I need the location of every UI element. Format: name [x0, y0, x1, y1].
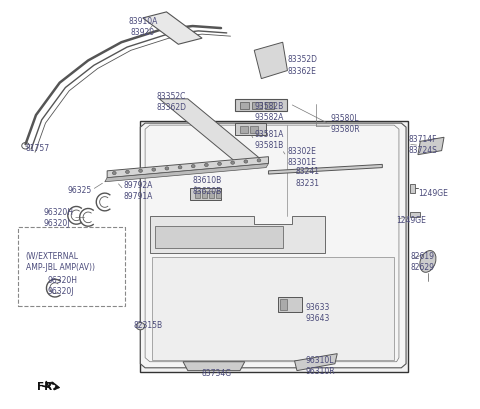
Text: (W/EXTERNAL
AMP-JBL AMP(AV)): (W/EXTERNAL AMP-JBL AMP(AV)) — [25, 252, 95, 272]
Text: 89792A
89791A: 89792A 89791A — [124, 180, 153, 200]
Bar — [152, 257, 394, 360]
Text: 93582B
93582A: 93582B 93582A — [254, 102, 284, 122]
Bar — [195, 191, 200, 198]
Polygon shape — [150, 217, 325, 253]
Bar — [252, 102, 262, 110]
Bar — [209, 191, 214, 198]
Polygon shape — [183, 362, 245, 371]
Polygon shape — [418, 138, 444, 155]
Circle shape — [231, 162, 235, 165]
Text: 96320H
96320J: 96320H 96320J — [48, 275, 78, 295]
Text: 93633
93643: 93633 93643 — [305, 303, 330, 323]
Polygon shape — [143, 13, 202, 45]
Text: 96320H
96320J: 96320H 96320J — [43, 208, 73, 228]
Bar — [251, 127, 258, 134]
Text: 82315B: 82315B — [133, 320, 162, 329]
Bar — [240, 127, 248, 134]
Text: 83352D
83362E: 83352D 83362E — [288, 55, 317, 75]
Circle shape — [112, 172, 116, 175]
Polygon shape — [295, 354, 337, 371]
Text: 1249GE: 1249GE — [396, 216, 426, 224]
Text: 83610B
83620B: 83610B 83620B — [192, 175, 222, 195]
Text: 93581A
93581B: 93581A 93581B — [254, 130, 284, 150]
Text: 96325: 96325 — [68, 186, 92, 195]
Circle shape — [244, 160, 248, 164]
Circle shape — [257, 160, 261, 162]
Text: FR.: FR. — [37, 381, 56, 391]
Circle shape — [178, 166, 182, 169]
Circle shape — [192, 165, 195, 169]
Text: 93580L
93580R: 93580L 93580R — [330, 114, 360, 134]
Polygon shape — [105, 164, 268, 182]
Text: 83302E
83301E: 83302E 83301E — [288, 147, 316, 167]
Bar — [410, 184, 415, 193]
Bar — [278, 297, 301, 312]
Polygon shape — [235, 100, 288, 112]
Text: 82619
82629: 82619 82629 — [411, 252, 435, 272]
Text: 83352C
83362D: 83352C 83362D — [156, 92, 186, 112]
Circle shape — [136, 323, 144, 330]
Bar — [202, 191, 207, 198]
Bar — [264, 102, 274, 110]
Text: 96310L
96310R: 96310L 96310R — [305, 355, 335, 375]
Bar — [140, 122, 408, 372]
Text: 1249GE: 1249GE — [418, 189, 448, 198]
Polygon shape — [48, 382, 60, 390]
Circle shape — [217, 163, 221, 166]
Circle shape — [139, 170, 143, 173]
Polygon shape — [190, 189, 221, 200]
Circle shape — [152, 169, 156, 172]
Polygon shape — [268, 165, 383, 175]
Bar — [240, 102, 250, 110]
Polygon shape — [159, 100, 266, 164]
Polygon shape — [254, 43, 288, 79]
Text: 81757: 81757 — [25, 144, 49, 153]
Circle shape — [126, 171, 129, 174]
Circle shape — [204, 164, 208, 167]
Text: 83714F
83724S: 83714F 83724S — [408, 135, 437, 155]
Polygon shape — [155, 227, 283, 249]
Text: 83241
83231: 83241 83231 — [296, 167, 320, 187]
Polygon shape — [107, 157, 268, 178]
Bar — [410, 213, 420, 218]
Polygon shape — [235, 124, 266, 136]
Ellipse shape — [420, 251, 436, 273]
Bar — [216, 191, 221, 198]
Circle shape — [165, 167, 169, 171]
Text: 83734G: 83734G — [201, 368, 231, 377]
Bar — [280, 299, 288, 310]
Polygon shape — [140, 124, 406, 368]
Text: 83910A
83920: 83910A 83920 — [128, 17, 157, 37]
